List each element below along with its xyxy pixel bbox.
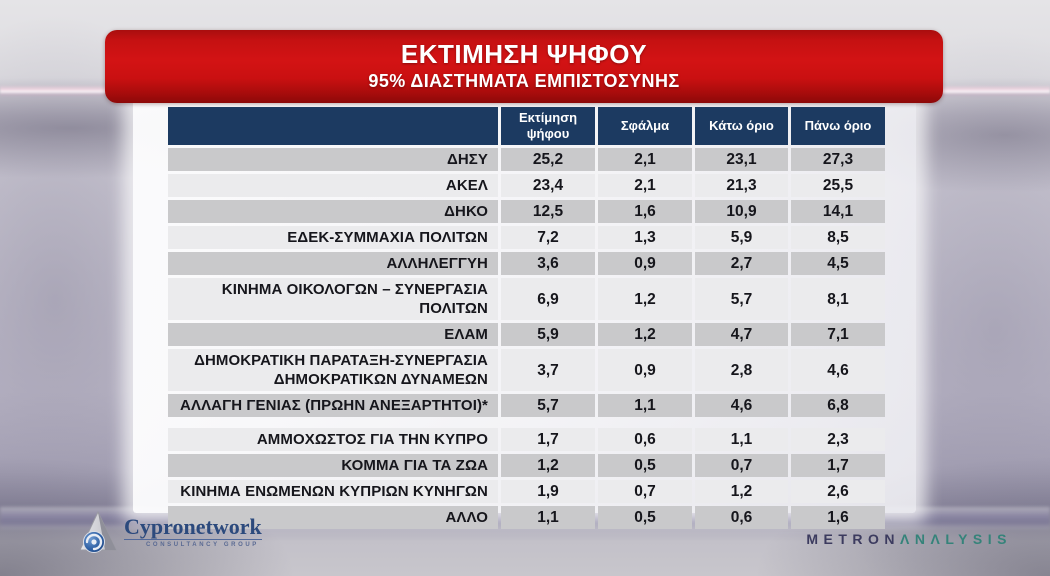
lower-limit-cell: 1,2 xyxy=(695,480,788,503)
estimate-cell: 12,5 xyxy=(501,200,595,223)
cypronetwork-wordmark: Cypronetwork CONSULTANCY GROUP xyxy=(124,516,262,548)
error-cell: 1,3 xyxy=(598,226,692,249)
upper-limit-cell: 2,3 xyxy=(791,428,885,451)
lower-limit-cell: 23,1 xyxy=(695,148,788,171)
upper-limit-cell: 14,1 xyxy=(791,200,885,223)
party-name-cell: ΚΙΝΗΜΑ ΟΙΚΟΛΟΓΩΝ – ΣΥΝΕΡΓΑΣΙΑ ΠΟΛΙΤΩΝ xyxy=(168,278,498,320)
estimate-cell: 5,9 xyxy=(501,323,595,346)
cypronetwork-logo: Cypronetwork CONSULTANCY GROUP xyxy=(74,509,262,555)
error-cell: 1,2 xyxy=(598,323,692,346)
upper-limit-cell: 1,7 xyxy=(791,454,885,477)
upper-limit-cell: 1,6 xyxy=(791,506,885,529)
error-cell: 1,2 xyxy=(598,278,692,320)
cypronetwork-tagline: CONSULTANCY GROUP xyxy=(146,542,259,548)
estimate-cell: 6,9 xyxy=(501,278,595,320)
table-row: ΑΚΕΛ 23,4 2,1 21,3 25,5 xyxy=(168,174,885,197)
metron-wordmark-part2: ΛNΛLYSIS xyxy=(900,531,1012,547)
error-cell: 0,9 xyxy=(598,349,692,391)
estimate-cell: 3,7 xyxy=(501,349,595,391)
table-row: ΕΛΑΜ 5,9 1,2 4,7 7,1 xyxy=(168,323,885,346)
table-row: ΔΗΚΟ 12,5 1,6 10,9 14,1 xyxy=(168,200,885,223)
error-cell: 0,6 xyxy=(598,428,692,451)
upper-limit-cell: 8,1 xyxy=(791,278,885,320)
lower-limit-cell: 4,6 xyxy=(695,394,788,417)
table-row: ΚΙΝΗΜΑ ΕΝΩΜΕΝΩΝ ΚΥΠΡΙΩΝ ΚΥΝΗΓΩΝ 1,9 0,7 … xyxy=(168,480,885,503)
party-name-cell: ΔΗΚΟ xyxy=(168,200,498,223)
cypronetwork-pyramid-icon xyxy=(79,510,117,553)
estimate-cell: 1,2 xyxy=(501,454,595,477)
estimate-cell: 25,2 xyxy=(501,148,595,171)
party-name-cell: ΑΚΕΛ xyxy=(168,174,498,197)
table-row: ΚΙΝΗΜΑ ΟΙΚΟΛΟΓΩΝ – ΣΥΝΕΡΓΑΣΙΑ ΠΟΛΙΤΩΝ 6,… xyxy=(168,278,885,320)
table-row: ΕΔΕΚ-ΣΥΜΜΑΧΙΑ ΠΟΛΙΤΩΝ 7,2 1,3 5,9 8,5 xyxy=(168,226,885,249)
column-header-estimate: Εκτίμηση ψήφου xyxy=(501,107,595,145)
table-row: ΔΗΣΥ 25,2 2,1 23,1 27,3 xyxy=(168,148,885,171)
upper-limit-cell: 4,6 xyxy=(791,349,885,391)
upper-limit-cell: 25,5 xyxy=(791,174,885,197)
upper-limit-cell: 2,6 xyxy=(791,480,885,503)
error-cell: 0,9 xyxy=(598,252,692,275)
lower-limit-cell: 0,6 xyxy=(695,506,788,529)
upper-limit-cell: 27,3 xyxy=(791,148,885,171)
estimate-cell: 1,7 xyxy=(501,428,595,451)
party-name-cell: ΔΗΜΟΚΡΑΤΙΚΗ ΠΑΡΑΤΑΞΗ-ΣΥΝΕΡΓΑΣΙΑ ΔΗΜΟΚΡΑΤ… xyxy=(168,349,498,391)
error-cell: 0,5 xyxy=(598,506,692,529)
party-name-cell: ΚΙΝΗΜΑ ΕΝΩΜΕΝΩΝ ΚΥΠΡΙΩΝ ΚΥΝΗΓΩΝ xyxy=(168,480,498,503)
party-name-cell: ΑΜΜΟΧΩΣΤΟΣ ΓΙΑ ΤΗΝ ΚΥΠΡΟ xyxy=(168,428,498,451)
party-name-cell: ΚΟΜΜΑ ΓΙΑ ΤΑ ΖΩΑ xyxy=(168,454,498,477)
lower-limit-cell: 5,7 xyxy=(695,278,788,320)
table-row: ΑΜΜΟΧΩΣΤΟΣ ΓΙΑ ΤΗΝ ΚΥΠΡΟ 1,7 0,6 1,1 2,3 xyxy=(168,428,885,451)
page-subtitle: 95% ΔΙΑΣΤΗΜΑΤΑ ΕΜΠΙΣΤΟΣΥΝΗΣ xyxy=(368,71,680,91)
lower-limit-cell: 21,3 xyxy=(695,174,788,197)
estimate-cell: 1,9 xyxy=(501,480,595,503)
table-row: ΑΛΛΗΛΕΓΓΥΗ 3,6 0,9 2,7 4,5 xyxy=(168,252,885,275)
lower-limit-cell: 0,7 xyxy=(695,454,788,477)
party-name-cell: ΑΛΛΑΓΗ ΓΕΝΙΑΣ (ΠΡΩΗΝ ΑΝΕΞΑΡΤΗΤΟΙ)* xyxy=(168,394,498,417)
column-header-upper: Πάνω όριο xyxy=(791,107,885,145)
estimate-cell: 7,2 xyxy=(501,226,595,249)
error-cell: 0,5 xyxy=(598,454,692,477)
error-cell: 2,1 xyxy=(598,148,692,171)
column-header-party xyxy=(168,107,498,145)
poll-results-table: Εκτίμηση ψήφου Σφάλμα Κάτω όριο Πάνω όρι… xyxy=(168,107,885,529)
title-banner: ΕΚΤΙΜΗΣΗ ΨΗΦΟΥ 95% ΔΙΑΣΤΗΜΑΤΑ ΕΜΠΙΣΤΟΣΥΝ… xyxy=(105,30,943,103)
cypronetwork-name: Cypronetwork xyxy=(124,514,262,540)
table-row: ΑΛΛΟ 1,1 0,5 0,6 1,6 xyxy=(168,506,885,529)
estimate-cell: 23,4 xyxy=(501,174,595,197)
lower-limit-cell: 5,9 xyxy=(695,226,788,249)
table-header-row: Εκτίμηση ψήφου Σφάλμα Κάτω όριο Πάνω όρι… xyxy=(168,107,885,145)
lower-limit-cell: 1,1 xyxy=(695,428,788,451)
party-name-cell: ΑΛΛΟ xyxy=(168,506,498,529)
upper-limit-cell: 4,5 xyxy=(791,252,885,275)
error-cell: 1,6 xyxy=(598,200,692,223)
estimate-cell: 5,7 xyxy=(501,394,595,417)
table-row: ΑΛΛΑΓΗ ΓΕΝΙΑΣ (ΠΡΩΗΝ ΑΝΕΞΑΡΤΗΤΟΙ)* 5,7 1… xyxy=(168,394,885,417)
party-name-cell: ΔΗΣΥ xyxy=(168,148,498,171)
error-cell: 0,7 xyxy=(598,480,692,503)
estimate-cell: 1,1 xyxy=(501,506,595,529)
lower-limit-cell: 2,7 xyxy=(695,252,788,275)
lower-limit-cell: 10,9 xyxy=(695,200,788,223)
table-row: ΔΗΜΟΚΡΑΤΙΚΗ ΠΑΡΑΤΑΞΗ-ΣΥΝΕΡΓΑΣΙΑ ΔΗΜΟΚΡΑΤ… xyxy=(168,349,885,391)
metron-wordmark-part1: METRON xyxy=(806,531,901,547)
upper-limit-cell: 7,1 xyxy=(791,323,885,346)
lower-limit-cell: 2,8 xyxy=(695,349,788,391)
party-name-cell: ΑΛΛΗΛΕΓΓΥΗ xyxy=(168,252,498,275)
error-cell: 1,1 xyxy=(598,394,692,417)
table-row: ΚΟΜΜΑ ΓΙΑ ΤΑ ΖΩΑ 1,2 0,5 0,7 1,7 xyxy=(168,454,885,477)
upper-limit-cell: 6,8 xyxy=(791,394,885,417)
column-header-error: Σφάλμα xyxy=(598,107,692,145)
metron-analysis-logo: METRONΛNΛLYSIS xyxy=(806,531,1012,547)
page-title: ΕΚΤΙΜΗΣΗ ΨΗΦΟΥ xyxy=(400,39,648,69)
table-body: ΔΗΣΥ 25,2 2,1 23,1 27,3 ΑΚΕΛ 23,4 2,1 21… xyxy=(168,148,885,529)
party-name-cell: ΕΛΑΜ xyxy=(168,323,498,346)
estimate-cell: 3,6 xyxy=(501,252,595,275)
column-header-lower: Κάτω όριο xyxy=(695,107,788,145)
lower-limit-cell: 4,7 xyxy=(695,323,788,346)
upper-limit-cell: 8,5 xyxy=(791,226,885,249)
party-name-cell: ΕΔΕΚ-ΣΥΜΜΑΧΙΑ ΠΟΛΙΤΩΝ xyxy=(168,226,498,249)
error-cell: 2,1 xyxy=(598,174,692,197)
